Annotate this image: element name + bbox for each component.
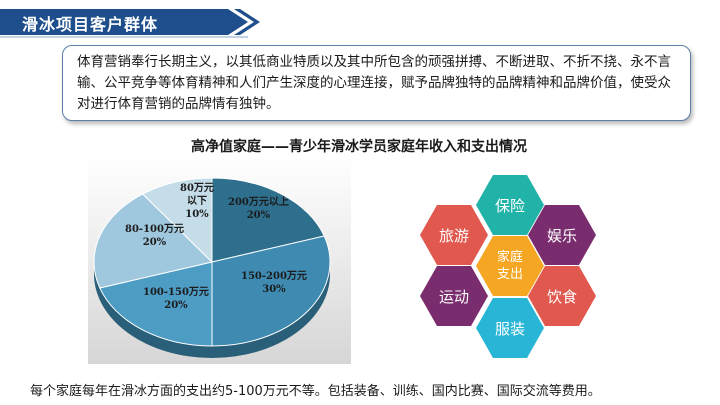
pie-label-80-100: 80-100万元 20% [125,223,184,249]
hex-center-line1: 家庭 [496,250,523,265]
hex-clothing: 服装 [476,298,544,358]
pie-label-80-100-name: 80-100万元 [125,224,184,235]
chart-title: 高净值家庭——青少年滑冰学员家庭年收入和支出情况 [0,136,720,156]
title-banner-shape [0,9,260,38]
hex-travel: 旅游 [420,205,488,265]
pie-label-80-below: 80万元 以下 10% [180,182,214,221]
chart-title-text: 高净值家庭——青少年滑冰学员家庭年收入和支出情况 [191,139,527,155]
pie-label-80-100-value: 20% [142,237,167,248]
pie-slice-100-150 [99,261,213,347]
intro-text: 体育营销奉行长期主义，以其低商业特质以及其中所包含的顽强拼搏、不断进取、不折不挠… [77,54,671,112]
hex-sports: 运动 [420,266,488,326]
hex-sports-label: 运动 [438,287,469,306]
pie-label-100-150: 100-150万元 20% [143,286,209,312]
page-title: 滑冰项目客户群体 [22,15,159,34]
intro-box: 体育营销奉行长期主义，以其低商业特质以及其中所包含的顽强拼搏、不断进取、不折不挠… [62,45,691,121]
hex-diet-label: 饮食 [546,287,577,306]
pie-chart-panel: 200万元以上 20% 150-200万元 30% 100-150万元 20% … [88,158,351,364]
pie-slice-80-100 [93,193,214,289]
hex-clothing-label: 服装 [494,319,525,338]
hex-travel-label: 旅游 [438,226,469,245]
pie-label-100-150-name: 100-150万元 [143,287,209,298]
hex-insurance-label: 保险 [494,196,525,215]
pie-slice-150-200 [211,235,331,347]
pie-label-200-plus-name: 200万元以上 [228,197,289,208]
pie-label-150-200-value: 30% [262,284,286,295]
pie-label-150-200: 150-200万元 30% [241,270,307,296]
pie-label-200-plus-value: 20% [246,210,271,221]
pie-slice-200-plus [211,177,325,263]
pie-label-80-below-name: 80万元 [180,183,214,194]
page-title-bar: 滑冰项目客户群体 [0,8,262,38]
pie-chart [93,177,331,358]
pie-label-80-below-value: 10% [185,209,209,220]
pie-label-150-200-name: 150-200万元 [241,271,307,282]
hex-entertainment-label: 娱乐 [546,226,577,245]
pie-label-200-plus: 200万元以上 20% [228,196,289,222]
pie-label-80-below-suffix: 以下 [186,196,207,207]
pie-slice-80-below [141,177,213,264]
footer-note: 每个家庭每年在滑冰方面的支出约5-100万元不等。包括装备、训练、国内比赛、国际… [30,384,601,399]
hex-center-line2: 支出 [496,267,523,282]
pie-label-100-150-value: 20% [164,300,188,311]
